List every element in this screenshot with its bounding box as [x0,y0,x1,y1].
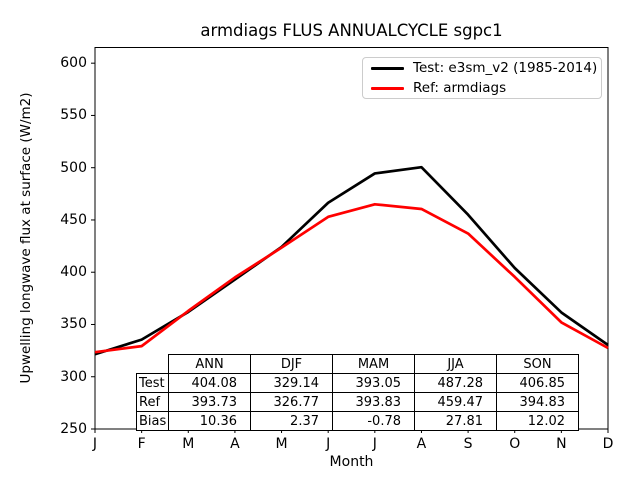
test-line-swatch [371,66,404,70]
stats-cell: 404.08 [168,373,251,393]
stats-col-header: DJF [250,354,333,374]
y-tick-label: 450 [60,211,87,228]
stats-col-header: MAM [332,354,415,374]
stats-cell: 487.28 [414,373,497,393]
x-tick-label: J [92,436,98,452]
stats-cell: 12.02 [496,411,579,431]
x-tick-label: A [416,436,427,452]
legend: Test: e3sm_v2 (1985-2014) Ref: armdiags [362,57,602,99]
stats-col-header: SON [496,354,579,374]
legend-label-ref: Ref: armdiags [413,80,507,96]
x-tick-label: J [326,436,331,452]
x-tick-label: M [275,436,288,452]
x-axis-label: Month [329,454,374,470]
stats-cell: 2.37 [250,411,333,431]
x-tick-label: N [556,436,567,452]
ref-series-line [94,202,609,354]
y-tick-label: 350 [60,316,87,333]
stats-cell: 459.47 [414,392,497,412]
stats-col-header: ANN [168,354,251,374]
x-tick-label: S [463,436,473,452]
ref-line-swatch [371,86,404,90]
legend-label-test: Test: e3sm_v2 (1985-2014) [413,60,598,76]
chart-title: armdiags FLUS ANNUALCYCLE sgpc1 [200,21,503,40]
stats-cell: 326.77 [250,392,333,412]
stats-ghost-cell [137,355,169,374]
x-tick-label: F [137,436,146,452]
x-tick-label: M [182,436,195,452]
stats-header-row: ANN DJF MAM JJA SON [137,354,579,374]
y-axis-label: Upwelling longwave flux at surface (W/m2… [18,92,34,384]
x-tick-label: A [230,436,240,452]
stats-row-label: Test [136,373,169,393]
stats-table: ANN DJF MAM JJA SON Test 404.08 329.14 3… [136,354,579,431]
y-tick-label: 300 [60,368,87,385]
y-tick-label: 250 [60,421,87,437]
y-tick-label: 550 [60,107,87,124]
x-tick-label: J [372,436,377,452]
legend-entry-ref: Ref: armdiags [363,80,601,97]
stats-cell: 27.81 [414,411,497,431]
stats-cell: 393.83 [332,392,415,412]
x-tick-label: D [602,436,614,452]
test-series-line [94,165,609,356]
stats-row-label: Bias [136,411,169,431]
y-tick-label: 400 [60,264,87,281]
x-tick-label: O [509,436,521,452]
stats-col-header: JJA [414,354,497,374]
y-tick-label: 500 [60,159,87,176]
stats-cell: 406.85 [496,373,579,393]
stats-cell: -0.78 [332,411,415,431]
stats-cell: 393.73 [168,392,251,412]
stats-cell: 394.83 [496,392,579,412]
stats-row-ref: Ref 393.73 326.77 393.83 459.47 394.83 [136,392,579,412]
stats-cell: 10.36 [168,411,251,431]
stats-row-bias: Bias 10.36 2.37 -0.78 27.81 12.02 [136,411,579,431]
stats-row-label: Ref [136,392,169,412]
legend-entry-test: Test: e3sm_v2 (1985-2014) [363,60,601,77]
stats-cell: 329.14 [250,373,333,393]
stats-row-test: Test 404.08 329.14 393.05 487.28 406.85 [136,373,579,393]
stats-cell: 393.05 [332,373,415,393]
y-tick-label: 600 [60,55,87,72]
